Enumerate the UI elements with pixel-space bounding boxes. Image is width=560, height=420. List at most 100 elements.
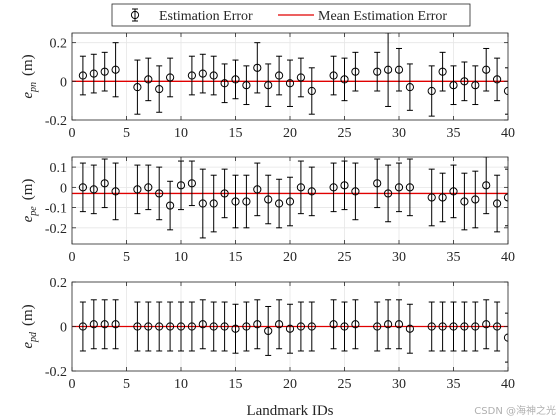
errorbar-point — [329, 55, 338, 96]
errorbar-point — [275, 178, 284, 229]
errorbar-point — [384, 164, 393, 223]
errorbar-point — [242, 301, 251, 352]
errorbar-point — [209, 55, 218, 96]
errorbar-marker — [187, 71, 196, 80]
errorbar-marker — [460, 77, 469, 86]
errorbar-point — [198, 53, 207, 94]
errorbar-marker — [493, 199, 502, 208]
errorbar-marker — [307, 86, 316, 96]
errorbar-point — [493, 174, 502, 233]
errorbar-point — [373, 301, 382, 352]
errorbar-point — [253, 42, 262, 94]
errorbar-point — [231, 174, 240, 229]
errorbar-point — [307, 301, 316, 352]
x-tick-label: 5 — [123, 126, 130, 141]
errorbar-marker — [144, 183, 153, 192]
errorbar-point — [209, 301, 218, 352]
errorbar-marker — [220, 79, 229, 88]
legend-errorbar-marker — [130, 10, 140, 20]
x-tick-label: 10 — [174, 250, 188, 265]
legend-label-estimation-error: Estimation Error — [159, 9, 253, 24]
errorbar-point — [166, 57, 175, 98]
errorbar-point — [482, 299, 491, 350]
errorbar-point — [405, 303, 414, 354]
errorbar-marker — [460, 197, 469, 206]
errorbar-point — [198, 168, 207, 239]
errorbar-marker — [427, 193, 436, 202]
errorbar-point — [187, 301, 196, 352]
errorbar-point — [176, 301, 186, 352]
errorbar-point — [471, 170, 480, 229]
errorbar-marker — [111, 320, 120, 329]
errorbar-marker — [373, 322, 382, 331]
errorbar-marker — [187, 179, 196, 188]
errorbar-point — [460, 301, 469, 352]
errorbar-marker — [111, 65, 120, 74]
errorbar-point — [155, 301, 164, 352]
errorbar-marker — [242, 322, 251, 331]
errorbar-marker — [307, 322, 316, 331]
errorbar-point — [482, 157, 491, 215]
errorbar-marker — [89, 320, 98, 329]
y-axis-title: epe (m) — [20, 179, 39, 223]
watermark: CSDN @海神之光 — [474, 406, 556, 417]
errorbar-marker — [275, 199, 284, 208]
errorbar-marker — [231, 75, 240, 84]
y-axis-title-subscript: pd — [28, 331, 39, 343]
errorbar-point — [307, 67, 316, 115]
errorbar-point — [100, 51, 109, 92]
errorbar-point — [78, 301, 88, 352]
errorbar-marker — [394, 65, 404, 74]
y-tick-label: -0.2 — [45, 365, 67, 380]
errorbar-marker — [307, 187, 316, 196]
errorbar-marker — [482, 181, 491, 190]
errorbar-marker — [78, 71, 88, 80]
errorbar-marker — [471, 81, 480, 90]
y-axis-title-base: e — [20, 215, 36, 222]
errorbar-point — [253, 162, 262, 217]
errorbar-marker — [471, 322, 480, 331]
errorbar-point — [449, 301, 458, 352]
errorbar-marker — [209, 71, 218, 80]
errorbar-point — [220, 168, 229, 219]
legend: Estimation Error Mean Estimation Error — [111, 3, 471, 27]
errorbar-marker — [187, 322, 196, 331]
errorbar-marker — [155, 189, 164, 198]
errorbar-point — [89, 299, 98, 350]
errorbar-point — [460, 61, 469, 102]
errorbar-marker — [253, 185, 262, 194]
errorbar-marker — [427, 322, 436, 331]
x-tick-label: 30 — [392, 377, 406, 392]
x-tick-label: 5 — [123, 250, 130, 265]
errorbar-marker — [242, 81, 251, 90]
errorbar-point — [296, 301, 305, 352]
errorbar-marker — [384, 320, 393, 329]
x-tick-label: 35 — [447, 377, 461, 392]
errorbar-point — [351, 162, 360, 221]
errorbar-marker — [144, 322, 153, 331]
errorbar-marker — [242, 197, 251, 206]
errorbar-point — [89, 164, 98, 215]
errorbar-point — [449, 65, 458, 106]
errorbar-point — [493, 57, 502, 102]
y-tick-label: 0.2 — [50, 37, 68, 52]
errorbar-marker — [78, 322, 88, 331]
errorbar-point — [427, 301, 436, 352]
errorbar-point — [438, 172, 447, 223]
errorbar-point — [285, 59, 295, 107]
errorbar-marker — [394, 320, 404, 329]
errorbar-marker — [253, 63, 262, 72]
errorbar-point — [340, 301, 349, 352]
errorbar-marker — [285, 197, 295, 206]
errorbar-marker — [220, 189, 229, 198]
errorbar-marker — [329, 183, 338, 192]
errorbar-marker — [340, 75, 349, 84]
errorbar-point — [242, 65, 251, 106]
legend-label-mean-estimation-error: Mean Estimation Error — [318, 9, 447, 24]
y-tick-label: 0 — [60, 75, 67, 90]
errorbar-marker — [133, 83, 142, 92]
x-tick-label: 20 — [283, 126, 297, 141]
errorbar-point — [144, 164, 153, 211]
